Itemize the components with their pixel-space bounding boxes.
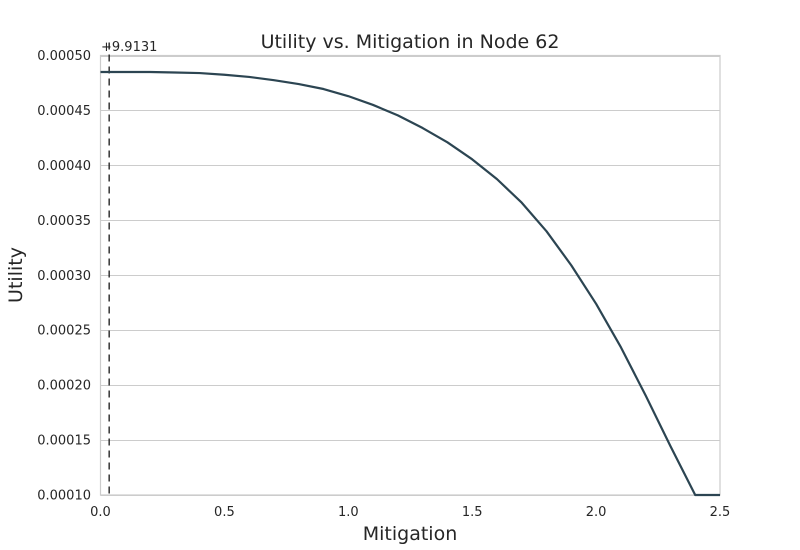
- grid-lines: [100, 56, 720, 496]
- y-tick-label: 0.00040: [37, 159, 91, 174]
- y-tick-label: 0.00050: [37, 49, 91, 64]
- tick-labels: 0.00010 0.00015 0.00020 0.00025 0.00030 0.000…: [37, 49, 730, 520]
- series-line: [100, 70, 720, 497]
- x-tick-label: 0.5: [214, 505, 235, 520]
- y-tick-label: 0.00035: [37, 214, 91, 229]
- y-tick-label: 0.00015: [37, 434, 91, 449]
- y-tick-label: 0.00010: [37, 489, 91, 504]
- x-tick-label: 2.5: [710, 505, 731, 520]
- y-offset-label: +9.9131: [101, 40, 157, 55]
- y-tick-label: 0.00045: [37, 104, 91, 119]
- x-tick-label: 1.5: [462, 505, 483, 520]
- plot-frame: [99, 54, 721, 496]
- series-layer: [100, 70, 720, 497]
- x-tick-label: 0.0: [90, 505, 111, 520]
- x-axis-label: Mitigation: [363, 523, 458, 545]
- y-tick-label: 0.00020: [37, 379, 91, 394]
- chart-title: Utility vs. Mitigation in Node 62: [261, 31, 560, 53]
- y-tick-label: 0.00025: [37, 324, 91, 339]
- x-tick-label: 1.0: [338, 505, 359, 520]
- y-tick-label: 0.00030: [37, 269, 91, 284]
- x-tick-label: 2.0: [586, 505, 607, 520]
- y-axis-label: Utility: [5, 247, 27, 303]
